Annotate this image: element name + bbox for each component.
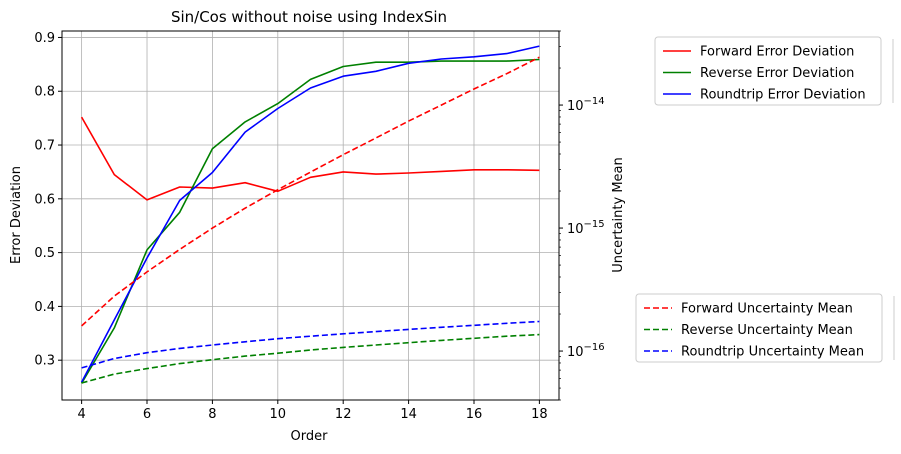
x-tick-label: 10 [270,407,287,422]
y-right-tick-exponent: −14 [584,96,605,107]
y-right-tick-base: 10 [567,222,584,237]
x-tick-label: 4 [77,407,85,422]
y-left-tick-label: 0.8 [34,85,55,100]
error-deviation-series-line-2 [80,58,540,384]
legend-error-deviation: Forward Error Deviation Reverse Error Dev… [654,36,894,106]
y-right-tick-base: 10 [567,345,584,360]
x-tick-label: 6 [143,407,151,422]
uncertainty-mean-series-line-3 [81,320,540,369]
y-right-tick-exponent: −16 [584,342,605,353]
legend-label: Forward Uncertainty Mean [681,302,853,317]
uncertainty-mean-series-line-2 [81,333,540,384]
legend-label: Roundtrip Error Deviation [700,88,866,103]
chart-title: Sin/Cos without noise using IndexSin [171,8,447,26]
y-left-tick-label: 0.4 [34,300,55,315]
y-left-tick-label: 0.9 [34,31,55,46]
y-right-tick-exponent: −15 [584,219,605,230]
left-axis-series [80,45,540,384]
x-tick-label: 14 [400,407,417,422]
y-right-tick-base: 10 [567,99,584,114]
y-left-axis-label: Error Deviation [9,166,24,264]
legend-label: Reverse Error Deviation [700,66,854,81]
legend-box [635,293,883,363]
y-left-tick-label: 0.3 [34,354,55,369]
x-tick-label: 18 [531,407,548,422]
x-axis-ticks: 4 6 8 10 12 14 16 18 [77,400,548,422]
y-right-tick-label: 10−14 [567,96,605,114]
x-tick-label: 16 [466,407,483,422]
error-deviation-series-line-3 [80,45,540,383]
y-left-axis-ticks: 0.3 0.4 0.5 0.6 0.7 0.8 0.9 [34,31,62,369]
x-axis-label: Order [291,429,329,444]
y-right-tick-label: 10−15 [567,219,605,237]
legend-label: Reverse Uncertainty Mean [681,323,853,338]
legend-label: Forward Error Deviation [700,45,854,60]
legend-uncertainty-mean: Forward Uncertainty Mean Reverse Uncertai… [635,293,895,363]
grid [62,31,559,400]
right-axis-series [81,56,540,384]
y-left-tick-label: 0.6 [34,192,55,207]
error-deviation-series-line-1 [80,116,540,201]
legend-label: Roundtrip Uncertainty Mean [681,345,864,360]
uncertainty-mean-series-line-1 [81,56,540,327]
y-left-tick-label: 0.5 [34,246,55,261]
y-right-axis-label: Uncertainty Mean [611,157,626,273]
plot-frame [61,30,560,401]
y-right-tick-label: 10−16 [567,342,605,360]
legend-box [654,36,882,106]
y-left-tick-label: 0.7 [34,139,55,154]
x-tick-label: 12 [335,407,352,422]
x-tick-label: 8 [208,407,216,422]
